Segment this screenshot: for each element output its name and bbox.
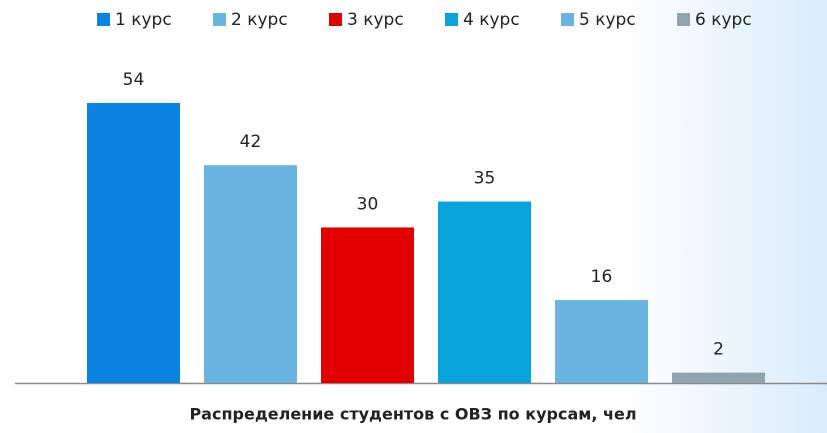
legend-swatch xyxy=(97,13,110,26)
chart-title: Распределение студентов с ОВЗ по курсам,… xyxy=(189,405,636,424)
legend-swatch xyxy=(329,13,342,26)
legend-swatch xyxy=(213,13,226,26)
legend-label: 4 курс xyxy=(463,10,520,30)
bar xyxy=(672,372,765,383)
bar xyxy=(87,103,180,383)
bar xyxy=(438,201,531,383)
bar xyxy=(321,227,414,383)
legend-swatch xyxy=(445,13,458,26)
legend-label: 6 курс xyxy=(695,10,752,30)
legend-label: 3 курс xyxy=(347,10,404,30)
data-label: 30 xyxy=(357,194,379,214)
legend-label: 5 курс xyxy=(579,10,636,30)
legend-swatch xyxy=(677,13,690,26)
data-label: 2 xyxy=(713,340,724,360)
legend-label: 2 курс xyxy=(231,10,288,30)
legend-swatch xyxy=(561,13,574,26)
bar xyxy=(555,300,648,383)
legend-label: 1 курс xyxy=(115,10,172,30)
data-label: 42 xyxy=(240,132,262,152)
data-label: 16 xyxy=(591,267,613,287)
data-label: 54 xyxy=(123,70,145,90)
bar xyxy=(204,165,297,383)
data-label: 35 xyxy=(474,169,496,189)
